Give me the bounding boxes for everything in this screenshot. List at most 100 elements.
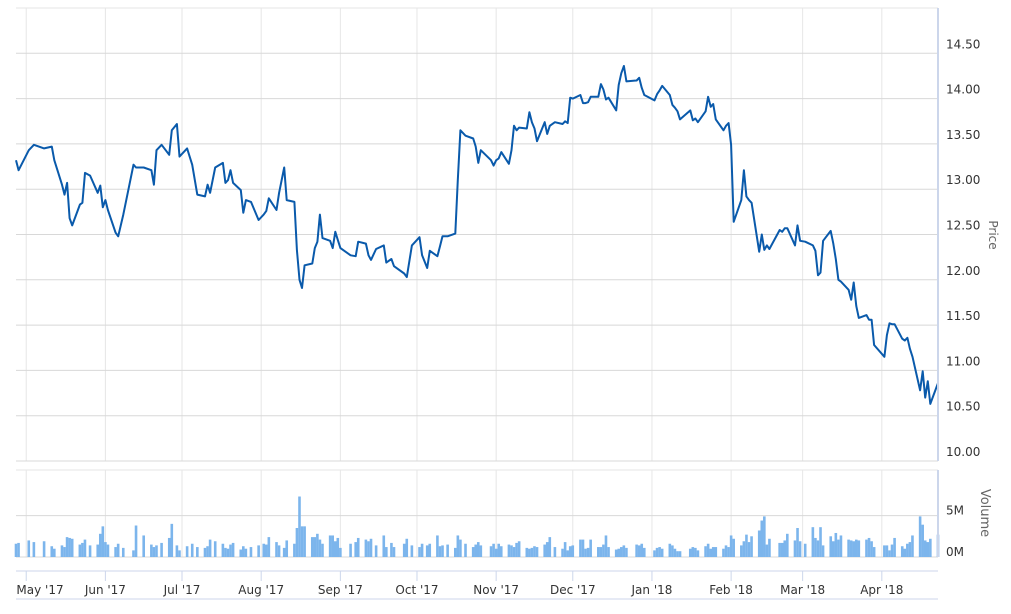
volume-bar [249, 547, 253, 557]
volume-bar [780, 542, 784, 557]
volume-bar [213, 541, 217, 557]
volume-bar [32, 542, 36, 557]
volume-bar [167, 537, 171, 557]
volume-bar [471, 547, 475, 557]
price-tick-label: 14.50 [946, 37, 980, 51]
volume-bar [83, 539, 87, 557]
volume-bar [316, 533, 319, 557]
volume-bar [620, 547, 623, 557]
volume-bar [285, 540, 289, 557]
volume-bar [134, 525, 138, 557]
volume-bar [768, 538, 771, 557]
volume-bar [597, 547, 600, 557]
volume-bar [170, 523, 174, 557]
volume-bar [908, 542, 912, 557]
price-tick-label: 10.00 [946, 445, 980, 459]
volume-bar [599, 547, 603, 557]
volume-bar [890, 544, 894, 557]
volume-bar [783, 540, 787, 557]
volume-bar [929, 538, 932, 557]
volume-bar [196, 547, 199, 557]
axes: 10.00 10.50 11.00 11.50 12.00 12.50 13.00 13.50… [16, 8, 980, 600]
volume-bar [474, 544, 478, 557]
volume-bar [893, 537, 896, 557]
volume-bar [81, 542, 84, 557]
volume-bar [658, 547, 661, 557]
volume-bar [364, 539, 368, 557]
price-tick-label: 10.50 [946, 400, 980, 414]
volume-bar [27, 540, 31, 557]
volume-bar [512, 547, 516, 557]
volume-bar [740, 545, 743, 557]
volume-bar [499, 546, 503, 557]
volume-bar [402, 543, 406, 557]
volume-bar [385, 547, 388, 557]
volume-bar [545, 542, 549, 557]
volume-bar [747, 542, 751, 557]
volume-bar [152, 547, 156, 557]
volume-bar [42, 541, 46, 557]
volume-bar [267, 537, 271, 557]
x-tick-label: Feb '18 [709, 583, 753, 597]
volume-bar [53, 548, 56, 557]
volume-tick-label: 5M [946, 504, 964, 518]
volume-bar [688, 548, 692, 557]
volume-bar [382, 535, 386, 557]
volume-bar [668, 543, 672, 557]
volume-bar [224, 547, 227, 557]
volume-bar [839, 535, 843, 557]
volume-bar [926, 542, 930, 557]
volume-bar [114, 547, 117, 557]
volume-bar [298, 496, 301, 557]
volume-bar [392, 547, 396, 557]
volume-bar [581, 539, 585, 557]
volume-bar [244, 548, 248, 557]
volume-bar [121, 547, 125, 557]
volume-bar [226, 548, 230, 557]
volume-bar [857, 540, 861, 557]
volume-bar [614, 549, 618, 557]
volume-bar [867, 537, 871, 557]
volume-bar [722, 548, 725, 557]
volume-bar [70, 538, 74, 557]
volume-bar [321, 543, 324, 557]
volume-bar [178, 550, 181, 557]
volume-bar [535, 547, 539, 557]
price-tick-label: 11.00 [946, 354, 980, 368]
volume-bar [883, 545, 886, 557]
volume-bar [872, 547, 876, 557]
volume-bar [318, 539, 322, 557]
volume-bar [68, 537, 71, 557]
price-axis-title: Price [986, 220, 1000, 249]
volume-bar [142, 535, 146, 557]
volume-bar [78, 544, 82, 557]
volume-bar [635, 544, 638, 557]
volume-bar [727, 547, 730, 557]
x-tick-label: Sep '17 [318, 583, 363, 597]
grid [16, 7, 938, 558]
volume-bar [221, 543, 225, 557]
volume-bar [921, 524, 924, 557]
volume-bar [660, 548, 664, 557]
volume-bar [438, 546, 442, 557]
volume-bar [229, 544, 232, 557]
volume-bar [354, 542, 357, 557]
volume-bar [566, 550, 569, 557]
volume-bar [405, 538, 409, 557]
volume-bar [374, 545, 378, 557]
volume-bar [420, 543, 424, 557]
volume-bar [888, 550, 891, 557]
volume-bar [548, 537, 552, 557]
x-tick-label: May '17 [16, 583, 63, 597]
volume-bar [262, 543, 266, 557]
volume-bar [729, 535, 733, 557]
volume-bar [563, 542, 567, 557]
volume-bar [678, 551, 682, 557]
volume-bar [704, 546, 707, 557]
volume-bar [819, 527, 822, 557]
volume-bar [369, 538, 373, 557]
volume-bar [446, 544, 449, 557]
volume-bar [778, 542, 781, 557]
volume-bar [530, 547, 534, 557]
volume-bar [798, 541, 802, 557]
